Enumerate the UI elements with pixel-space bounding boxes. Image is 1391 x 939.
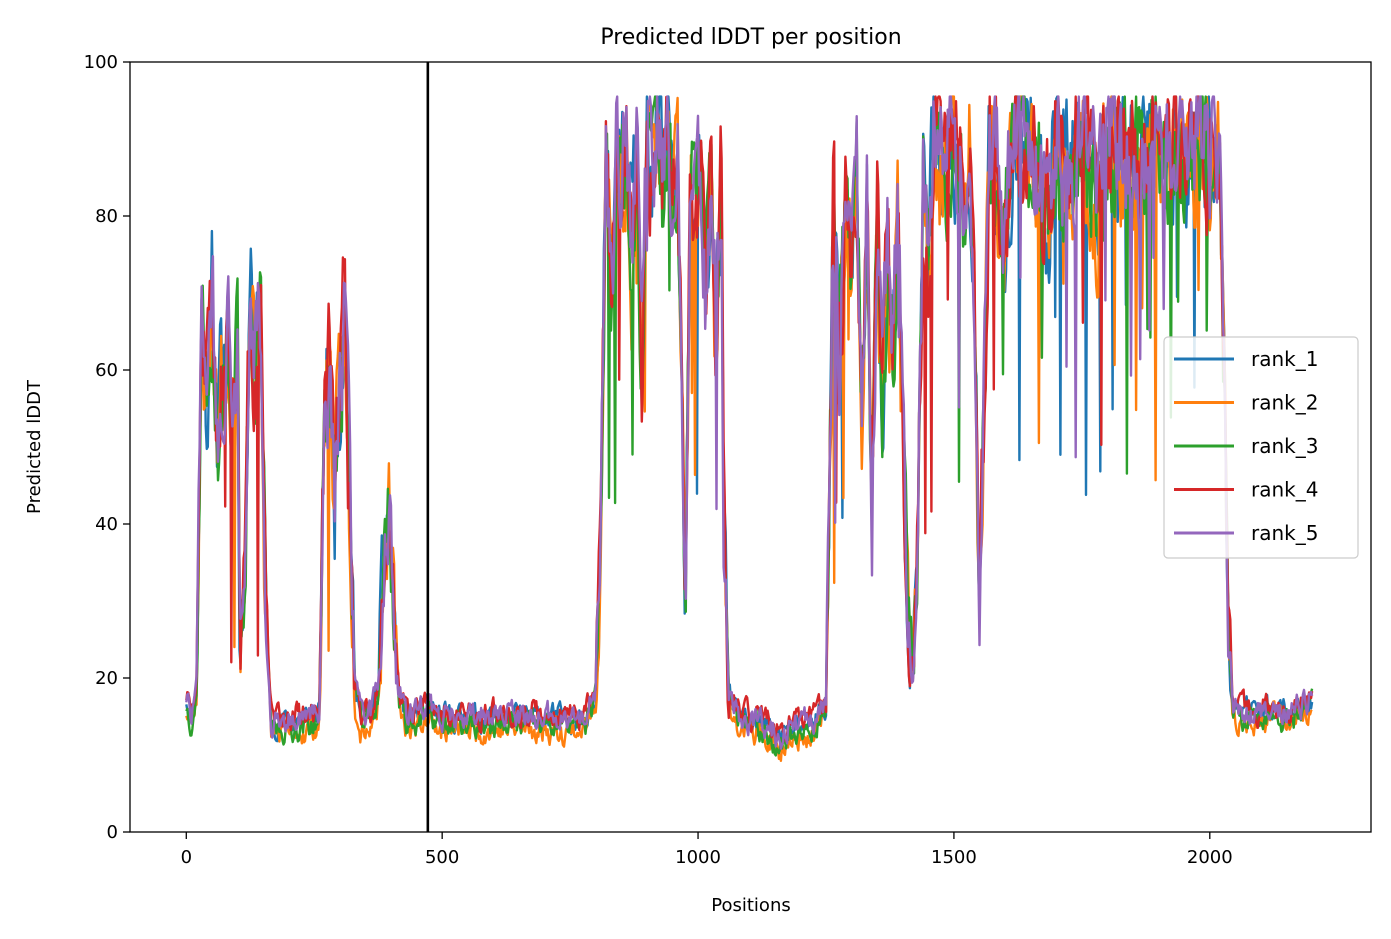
series-layer — [185, 95, 1314, 762]
x-tick-label: 500 — [425, 847, 459, 868]
y-tick-label: 0 — [107, 822, 118, 843]
x-tick-label: 1500 — [931, 847, 977, 868]
legend: rank_1 rank_2 rank_3 rank_4 rank_5 — [1163, 336, 1359, 559]
y-tick-label: 20 — [95, 668, 118, 689]
y-axis-label: Predicted lDDT — [24, 379, 45, 514]
legend-box — [1163, 336, 1359, 559]
legend-label: rank_4 — [1251, 478, 1318, 502]
plot-frame — [129, 61, 1372, 833]
y-tick-label: 40 — [95, 514, 118, 535]
legend-label: rank_1 — [1251, 347, 1318, 371]
x-tick-label: 0 — [181, 847, 192, 868]
series-line-rank_5 — [185, 95, 1314, 750]
x-axis-label: Positions — [711, 895, 790, 916]
x-axis: 0 500 1000 1500 2000 — [181, 832, 1233, 868]
y-tick-label: 100 — [84, 52, 118, 73]
series-line-rank_4 — [185, 95, 1314, 743]
chart-title: Predicted lDDT per position — [600, 25, 901, 50]
x-tick-label: 2000 — [1187, 847, 1233, 868]
y-tick-label: 60 — [95, 360, 118, 381]
y-axis: 0 20 40 60 80 100 — [84, 52, 130, 843]
x-tick-label: 1000 — [675, 847, 721, 868]
y-tick-label: 80 — [95, 206, 118, 227]
legend-label: rank_5 — [1251, 521, 1318, 545]
legend-label: rank_3 — [1251, 434, 1318, 458]
legend-label: rank_2 — [1251, 391, 1318, 415]
